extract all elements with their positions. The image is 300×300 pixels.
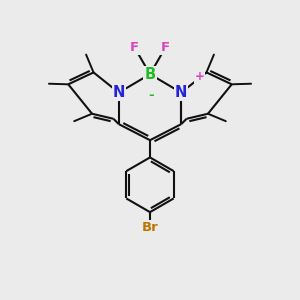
Text: N: N	[175, 85, 188, 100]
Text: F: F	[161, 41, 170, 54]
Text: +: +	[195, 70, 205, 83]
Text: N: N	[112, 85, 125, 100]
Text: -: -	[149, 89, 154, 102]
Text: Br: Br	[142, 221, 158, 234]
Text: F: F	[130, 41, 139, 54]
Text: B: B	[144, 67, 156, 82]
